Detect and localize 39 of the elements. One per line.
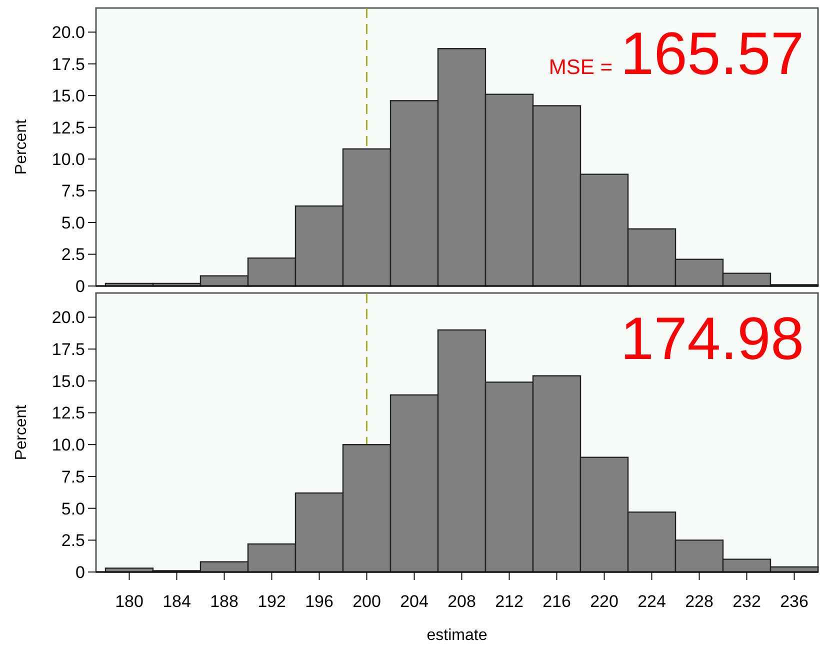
- y-tick-label: 17.5: [52, 54, 85, 74]
- x-tick-label: 200: [352, 592, 381, 611]
- y-tick-label: 17.5: [52, 340, 85, 360]
- y-tick-label: 2.5: [61, 531, 85, 550]
- y-tick-label: 12.5: [52, 118, 85, 138]
- y-tick-label: 7.5: [61, 467, 85, 486]
- x-tick-label: 196: [305, 592, 334, 611]
- y-tick-label: 5.0: [61, 499, 85, 518]
- y-tick-label: 2.5: [61, 245, 85, 264]
- x-tick-label: 192: [258, 592, 286, 611]
- y-tick-label: 10.0: [52, 150, 85, 170]
- y-axis-title: Percent: [13, 404, 30, 460]
- y-tick-label: 20.0: [52, 308, 85, 328]
- annotation: MSE =: [548, 56, 612, 79]
- x-tick-label: 180: [115, 592, 144, 611]
- x-tick-label: 208: [448, 592, 476, 611]
- y-tick-label: 7.5: [61, 182, 85, 201]
- y-tick-label: 15.0: [52, 372, 85, 391]
- x-axis-title: estimate: [426, 627, 488, 644]
- y-tick-label: 15.0: [52, 86, 85, 106]
- y-tick-label: 10.0: [52, 436, 85, 455]
- x-tick-label: 204: [400, 592, 428, 611]
- y-tick-label: 12.5: [52, 404, 85, 423]
- y-tick-label: 0: [76, 276, 85, 296]
- y-tick-label: 5.0: [61, 213, 85, 232]
- y-tick-label: 20.0: [52, 23, 85, 42]
- x-tick-label: 232: [732, 592, 761, 611]
- x-tick-label: 236: [780, 592, 808, 611]
- annotation: 174.98: [620, 305, 804, 372]
- x-tick-label: 188: [210, 592, 238, 611]
- annotation: 165.57: [620, 20, 804, 87]
- x-tick-label: 212: [495, 592, 524, 611]
- x-tick-label: 184: [162, 592, 191, 611]
- y-axis-title: Percent: [13, 118, 30, 175]
- x-tick-label: 228: [685, 592, 714, 611]
- x-tick-label: 216: [542, 592, 571, 611]
- y-tick-label: 0: [76, 562, 85, 582]
- x-tick-label: 220: [590, 592, 618, 611]
- x-tick-label: 224: [638, 592, 666, 611]
